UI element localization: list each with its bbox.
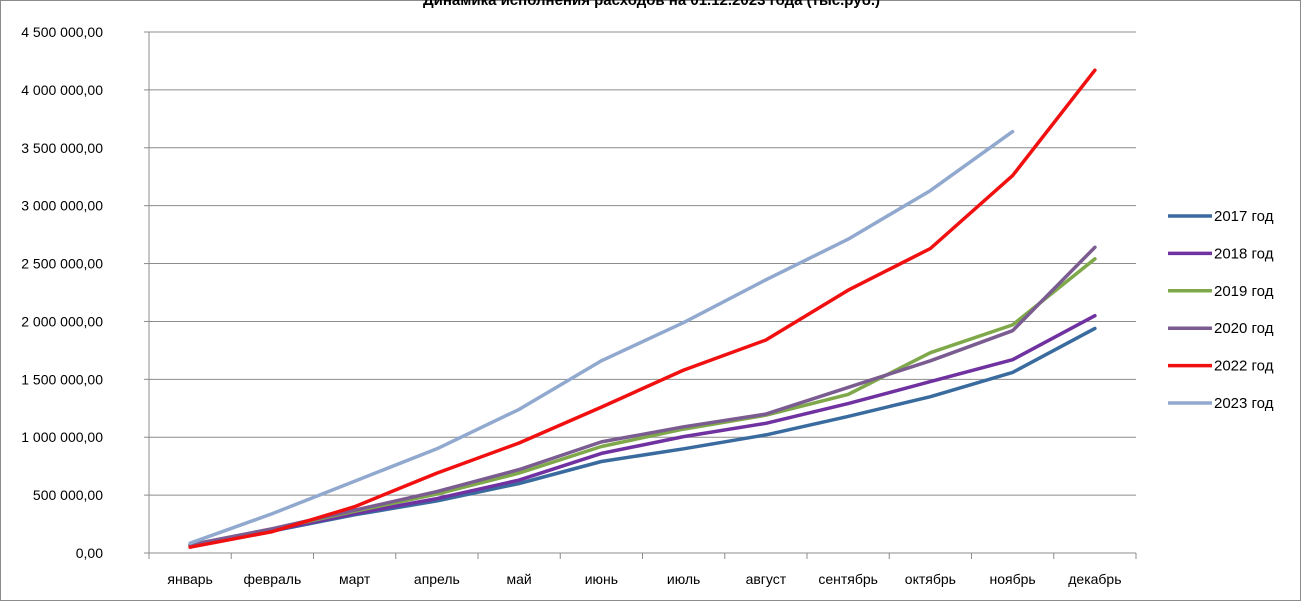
gridlines: [149, 31, 1136, 496]
legend-label: 2018 год: [1214, 245, 1274, 262]
legend: 2017 год 2018 год 2019 год 2020 год 2022 год…: [1168, 208, 1274, 412]
series-line-2022-год: [188, 68, 1097, 549]
x-tick-label: май: [507, 571, 532, 587]
axes: 0,00 500 000,00 1 000 000,00 1 500 000,00 2 …: [21, 24, 1137, 587]
x-tick-label: декабрь: [1068, 571, 1121, 587]
y-tick-label: 0,00: [76, 545, 103, 561]
x-tick-label: ноябрь: [990, 571, 1036, 587]
legend-label: 2019 год: [1214, 283, 1274, 300]
x-tick-label: март: [339, 571, 371, 587]
y-tick-label: 3 000 000,00: [21, 198, 103, 214]
x-tick-label: сентябрь: [818, 571, 878, 587]
x-tick-label: июнь: [585, 571, 618, 587]
x-tick-label: август: [746, 571, 787, 587]
legend-label: 2020 год: [1214, 320, 1274, 337]
y-tick-label: 2 500 000,00: [21, 256, 103, 272]
series-line-2018-год: [188, 313, 1097, 548]
y-tick-label: 500 000,00: [33, 487, 103, 503]
x-tick-label: октябрь: [905, 571, 956, 587]
x-tick-label: январь: [167, 571, 212, 587]
x-tick-label: июль: [667, 571, 700, 587]
legend-label: 2022 год: [1214, 358, 1274, 375]
x-tick-label: февраль: [243, 571, 301, 587]
y-tick-label: 4 500 000,00: [21, 24, 103, 40]
y-tick-label: 1 500 000,00: [21, 371, 103, 387]
y-tick-label: 3 500 000,00: [21, 140, 103, 156]
y-tick-label: 2 000 000,00: [21, 313, 103, 329]
series-line-2019-год: [188, 257, 1097, 547]
legend-label: 2017 год: [1214, 208, 1274, 225]
x-tick-label: апрель: [414, 571, 460, 587]
series-lines: [188, 68, 1097, 549]
y-tick-label: 1 000 000,00: [21, 429, 103, 445]
legend-label: 2023 год: [1214, 395, 1274, 412]
chart-title: Динамика исполнения расходов на 01.12.20…: [422, 0, 881, 9]
series-line-2023-год: [188, 129, 1015, 545]
y-tick-label: 4 000 000,00: [21, 82, 103, 98]
series-line-2020-год: [188, 245, 1097, 547]
